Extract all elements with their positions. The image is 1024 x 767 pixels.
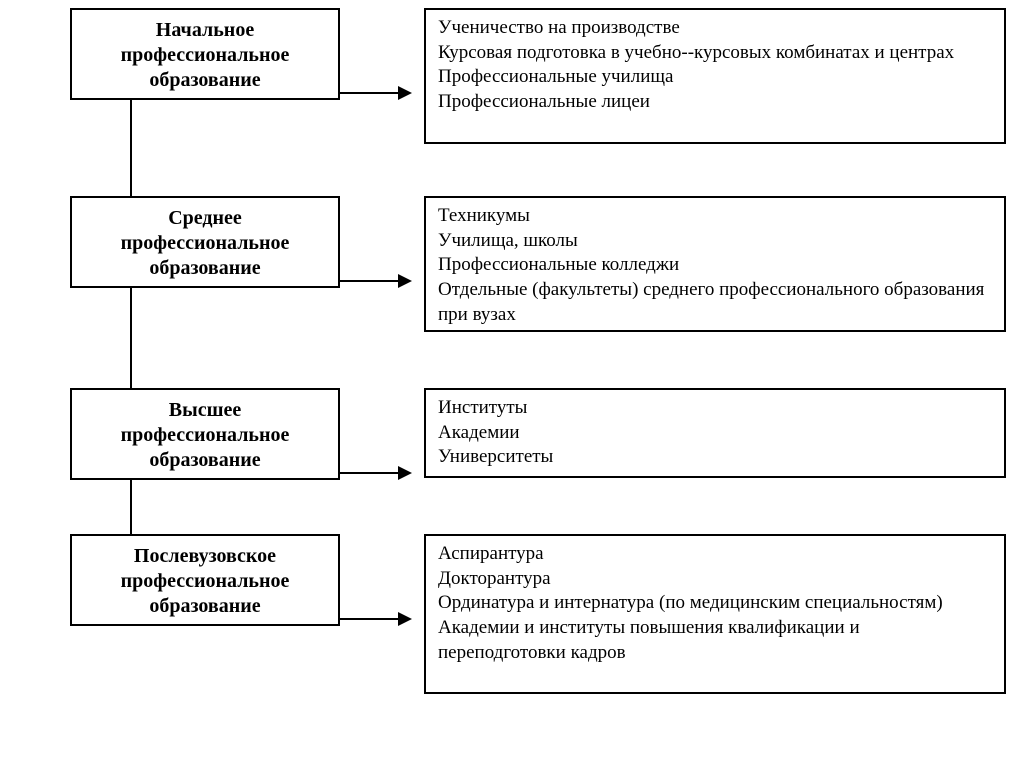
detail-line: Профессиональные училища xyxy=(438,65,992,90)
node-title-line: Среднее xyxy=(78,206,332,231)
node-title-line: образование xyxy=(78,256,332,281)
arrow-right-icon xyxy=(340,280,410,282)
detail-line: Институты xyxy=(438,396,992,421)
detail-line: Докторантура xyxy=(438,567,992,592)
detail-line: Техникумы xyxy=(438,204,992,229)
detail-line: Отдельные (факультеты) среднего професси… xyxy=(438,278,992,327)
detail-line: Академии xyxy=(438,421,992,446)
detail-line: Аспирантура xyxy=(438,542,992,567)
arrow-right-icon xyxy=(340,618,410,620)
details-postgraduate: Аспирантура Докторантура Ординатура и ин… xyxy=(424,534,1006,694)
details-elementary: Ученичество на производстве Курсовая под… xyxy=(424,8,1006,144)
node-title-line: Послевузовское xyxy=(78,544,332,569)
node-title-line: образование xyxy=(78,448,332,473)
node-title-line: профессиональное xyxy=(78,231,332,256)
node-title-line: Высшее xyxy=(78,398,332,423)
vertical-connector xyxy=(130,100,132,196)
details-higher: Институты Академии Университеты xyxy=(424,388,1006,478)
detail-line: Ординатура и интернатура (по медицинским… xyxy=(438,591,992,616)
detail-line: Университеты xyxy=(438,445,992,470)
node-title-line: профессиональное xyxy=(78,569,332,594)
detail-line: Профессиональные колледжи xyxy=(438,253,992,278)
node-postgraduate: Послевузовское профессиональное образова… xyxy=(70,534,340,626)
detail-line: Профессиональные лицеи xyxy=(438,90,992,115)
detail-line: Академии и институты повышения квалифика… xyxy=(438,616,992,665)
node-elementary: Начальное профессиональное образование xyxy=(70,8,340,100)
node-title-line: образование xyxy=(78,68,332,93)
education-levels-diagram: Начальное профессиональное образование У… xyxy=(0,0,1024,767)
detail-line: Курсовая подготовка в учебно--курсовых к… xyxy=(438,41,992,66)
detail-line: Училища, школы xyxy=(438,229,992,254)
vertical-connector xyxy=(130,288,132,388)
arrow-right-icon xyxy=(340,92,410,94)
node-title-line: Начальное xyxy=(78,18,332,43)
node-higher: Высшее профессиональное образование xyxy=(70,388,340,480)
node-title-line: профессиональное xyxy=(78,43,332,68)
vertical-connector xyxy=(130,480,132,534)
arrow-right-icon xyxy=(340,472,410,474)
node-title-line: образование xyxy=(78,594,332,619)
node-title-line: профессиональное xyxy=(78,423,332,448)
details-secondary: Техникумы Училища, школы Профессиональны… xyxy=(424,196,1006,332)
node-secondary: Среднее профессиональное образование xyxy=(70,196,340,288)
detail-line: Ученичество на производстве xyxy=(438,16,992,41)
